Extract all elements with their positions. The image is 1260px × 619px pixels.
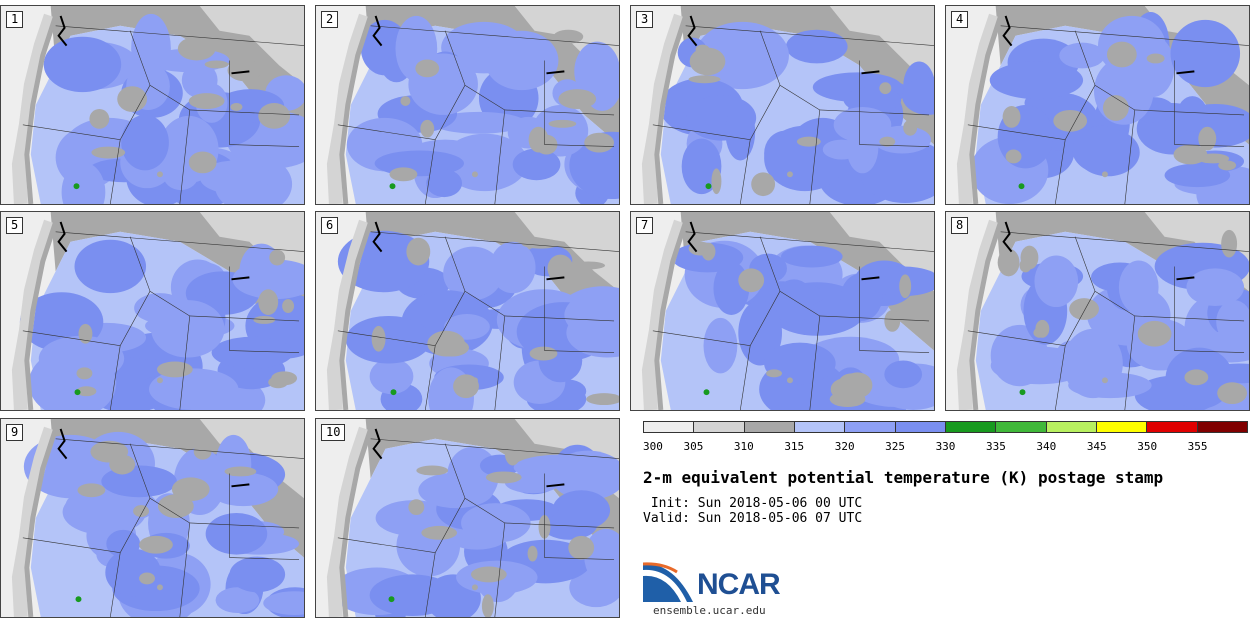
- colorbar-tick-label: 300: [643, 440, 663, 453]
- init-time: Init: Sun 2018-05-06 00 UTC: [643, 496, 863, 511]
- colorbar-swatch: [744, 422, 795, 432]
- colorbar-tick-label: 330: [935, 440, 956, 453]
- colorbar-tick-label: 335: [985, 440, 1006, 453]
- colorbar-tick-label: 305: [683, 440, 704, 453]
- colorbar-swatch: [644, 422, 695, 432]
- colorbar-tick-labels: 300 305 310 315 320 325 330 335 340 345 350 355: [643, 440, 1248, 454]
- panel-label: 2: [321, 11, 339, 28]
- map-panel-8: 8: [945, 211, 1250, 411]
- map-panel-1: 1: [0, 5, 305, 205]
- ncar-logo-icon: [643, 562, 693, 602]
- colorbar-tick-label: 345: [1086, 440, 1107, 453]
- page-title: 2-m equivalent potential temperature (K)…: [643, 468, 1164, 487]
- colorbar-swatch: [1096, 422, 1148, 432]
- map-panel-7: 7: [630, 211, 935, 411]
- panel-label: 9: [6, 424, 24, 441]
- colorbar-swatch: [945, 422, 997, 432]
- colorbar-swatch: [1197, 422, 1247, 432]
- colorbar: [643, 421, 1248, 433]
- panel-label: 5: [6, 217, 24, 234]
- colorbar-tick-label: 340: [1036, 440, 1057, 453]
- panel-label: 8: [951, 217, 969, 234]
- panel-label: 1: [6, 11, 24, 28]
- colorbar-swatch: [845, 422, 896, 432]
- site-url: ensemble.ucar.edu: [653, 604, 766, 617]
- colorbar-tick-label: 350: [1137, 440, 1158, 453]
- colorbar-swatch: [996, 422, 1047, 432]
- panel-label: 10: [321, 424, 346, 441]
- colorbar-tick-label: 355: [1187, 440, 1208, 453]
- map-panel-9: 9: [0, 418, 305, 618]
- colorbar-swatch: [694, 422, 745, 432]
- colorbar-swatch: [1147, 422, 1198, 432]
- colorbar-tick-label: 310: [733, 440, 754, 453]
- map-panel-2: 2: [315, 5, 620, 205]
- colorbar-swatch: [794, 422, 846, 432]
- colorbar-swatch: [895, 422, 946, 432]
- map-panel-4: 4: [945, 5, 1250, 205]
- map-panel-5: 5: [0, 211, 305, 411]
- colorbar-tick-label: 315: [784, 440, 805, 453]
- map-panel-10: 10: [315, 418, 620, 618]
- colorbar-swatch: [1046, 422, 1097, 432]
- panel-label: 3: [636, 11, 654, 28]
- panel-label: 4: [951, 11, 969, 28]
- map-panel-6: 6: [315, 211, 620, 411]
- panel-label: 7: [636, 217, 654, 234]
- panel-label: 6: [321, 217, 339, 234]
- colorbar-tick-label: 320: [834, 440, 855, 453]
- logo-text: NCAR: [697, 568, 781, 601]
- valid-time: Valid: Sun 2018-05-06 07 UTC: [643, 511, 863, 526]
- colorbar-tick-label: 325: [885, 440, 906, 453]
- map-panel-3: 3: [630, 5, 935, 205]
